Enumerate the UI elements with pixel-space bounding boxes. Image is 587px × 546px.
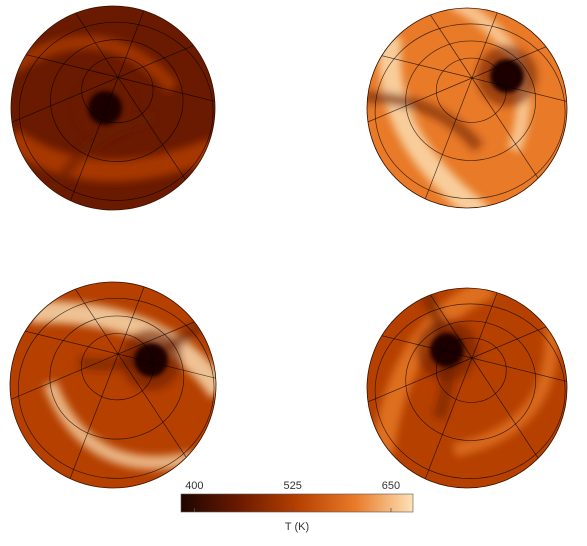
colorbar-tick-label: 650: [382, 480, 400, 492]
colorbar-tick-label: 400: [185, 480, 203, 492]
globes: [0, 0, 587, 512]
vortex: [88, 91, 122, 125]
colorbar-tick-label: 525: [283, 480, 301, 492]
vortex: [134, 343, 168, 377]
globe: [281, 0, 587, 245]
vortex: [490, 59, 524, 93]
globe: [281, 205, 587, 511]
globe: [0, 197, 315, 512]
colorbar-label: T (K): [285, 521, 309, 533]
colorbar: T (K) 400 525 650: [181, 480, 413, 533]
globe: [0, 0, 313, 233]
colorbar-scale: [181, 494, 413, 512]
figure: T (K) 400 525 650: [0, 0, 587, 541]
